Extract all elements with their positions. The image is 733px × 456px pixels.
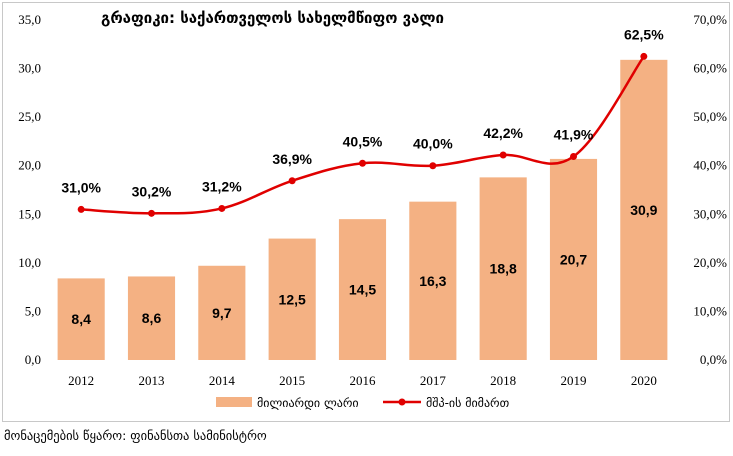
x-tick-label: 2020	[631, 373, 657, 388]
legend-label-line: მშპ-ის მიმართ	[426, 396, 510, 410]
line-marker	[77, 205, 85, 213]
bar	[127, 276, 176, 360]
line-marker	[640, 52, 648, 60]
line-marker	[429, 162, 437, 170]
bar-series	[57, 59, 668, 360]
x-tick-label: 2017	[420, 373, 447, 388]
right-tick-label: 70,0%	[693, 12, 727, 27]
x-tick-label: 2013	[139, 373, 165, 388]
bar-data-label: 20,7	[560, 251, 587, 267]
bar-data-label: 14,5	[349, 282, 376, 298]
bar-data-label: 9,7	[212, 305, 232, 321]
line-point-labels: 31,0% 30,2% 31,2% 36,9% 40,5% 40,0% 42,2% 41,9%…	[61, 26, 664, 199]
line-marker	[288, 177, 296, 185]
x-tick-label: 2018	[490, 373, 516, 388]
x-axis: 2012 2013 2014 2015 2016 2017 2018 2019 2020	[68, 373, 657, 388]
chart-title: გრაფიკი: საქართველოს სახელმწიფო ვალი	[101, 9, 444, 27]
line-series	[77, 52, 648, 217]
bar	[479, 177, 527, 360]
bar-data-label: 18,8	[490, 261, 517, 277]
bar-data-label: 12,5	[279, 291, 306, 307]
legend: მილიარდი ლარი მშპ-ის მიმართ	[216, 396, 510, 410]
left-tick-label: 20,0	[18, 158, 41, 173]
bar	[57, 278, 105, 360]
bar	[268, 238, 316, 360]
right-tick-label: 20,0%	[693, 255, 727, 270]
left-axis: 0,0 5,0 10,0 15,0 20,0 25,0 30,0 35,0	[18, 12, 41, 367]
left-tick-label: 30,0	[18, 61, 41, 76]
line-data-label: 41,9%	[554, 126, 594, 142]
line-data-label: 36,9%	[272, 151, 312, 167]
left-tick-label: 15,0	[18, 206, 41, 221]
right-tick-label: 30,0%	[693, 206, 727, 221]
left-tick-label: 5,0	[25, 303, 41, 318]
x-tick-label: 2014	[209, 373, 236, 388]
line-marker	[359, 159, 366, 167]
line-data-label: 40,5%	[343, 133, 383, 149]
line-marker	[148, 209, 155, 217]
line-data-label: 30,2%	[132, 183, 172, 199]
bar	[198, 265, 246, 360]
legend-swatch-marker	[398, 398, 406, 406]
left-tick-label: 25,0	[18, 109, 41, 124]
bar-data-label: 30,9	[630, 202, 657, 218]
line-marker	[499, 151, 507, 159]
legend-swatch-bars	[216, 397, 252, 407]
bar	[409, 201, 457, 360]
right-tick-label: 10,0%	[693, 303, 727, 318]
x-tick-label: 2019	[561, 373, 587, 388]
right-axis: 0,0% 10,0% 20,0% 30,0% 40,0% 50,0% 60,0% 70,0%	[693, 12, 727, 367]
bar	[338, 219, 387, 360]
left-tick-label: 35,0	[18, 12, 41, 27]
left-tick-label: 0,0	[25, 352, 41, 367]
line-data-label: 40,0%	[413, 136, 453, 152]
line-data-label: 42,2%	[483, 125, 523, 141]
bar-data-label: 8,4	[71, 311, 91, 327]
x-tick-label: 2012	[68, 373, 94, 388]
right-tick-label: 0,0%	[700, 352, 727, 367]
line-data-label: 31,2%	[202, 178, 242, 194]
source-note: მონაცემების წყარო: ფინანსთა სამინისტრო	[4, 428, 267, 443]
right-tick-label: 40,0%	[693, 158, 727, 173]
line-data-label: 31,0%	[61, 179, 101, 195]
bar-data-label: 16,3	[419, 273, 446, 289]
x-tick-label: 2016	[350, 373, 377, 388]
line-marker	[570, 152, 577, 160]
bar	[549, 158, 598, 360]
bar-data-label: 8,6	[142, 310, 162, 326]
x-tick-label: 2015	[279, 373, 305, 388]
chart: გრაფიკი: საქართველოს სახელმწიფო ვალი 0,0…	[18, 9, 727, 410]
chart-frame: გრაფიკი: საქართველოს სახელმწიფო ვალი 0,0…	[2, 2, 730, 422]
right-tick-label: 50,0%	[693, 109, 727, 124]
line-data-label: 62,5%	[624, 26, 664, 42]
legend-label-bars: მილიარდი ლარი	[257, 396, 359, 410]
line-marker	[218, 204, 226, 212]
right-tick-label: 60,0%	[693, 61, 727, 76]
left-tick-label: 10,0	[18, 255, 41, 270]
bar-labels: 8,4 8,6 9,7 12,5 14,5 16,3 18,8 20,7 30,9	[71, 202, 657, 327]
bar	[620, 59, 668, 360]
